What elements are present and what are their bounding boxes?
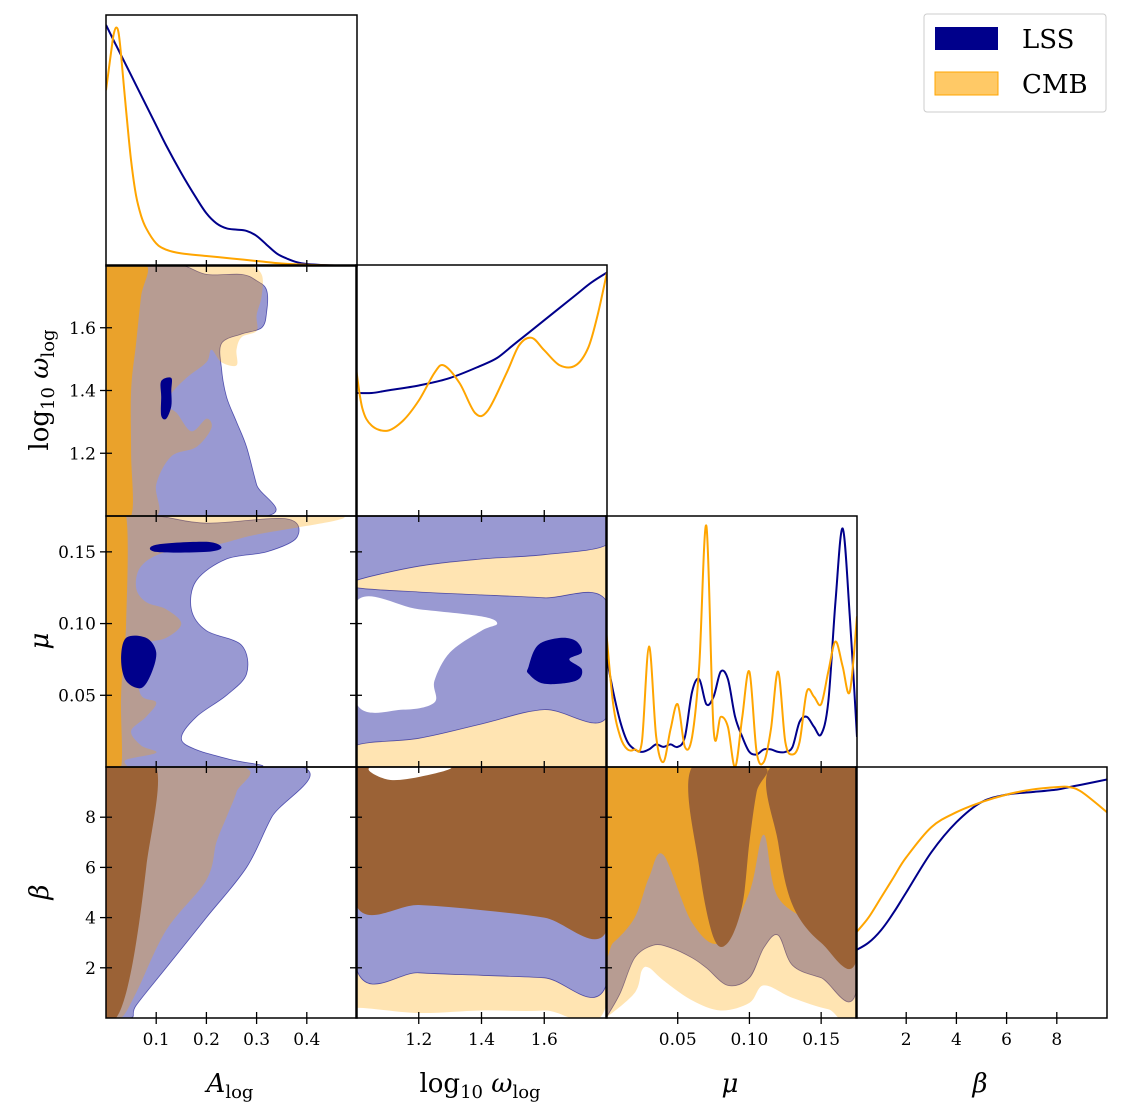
y-tick-label: 1.2: [69, 444, 96, 464]
legend-label-cmb: CMB: [1022, 70, 1088, 100]
x-tick-label: 1.4: [468, 1030, 495, 1050]
x-tick-label: 8: [1051, 1030, 1062, 1050]
contour-panel-0-1: [106, 265, 357, 516]
legend: LSS CMB: [923, 13, 1107, 113]
legend-swatch-cmb: [934, 71, 999, 96]
legend-label-lss: LSS: [1022, 25, 1074, 55]
x-axis-label-beta: β: [971, 1069, 987, 1099]
y-tick-label: 0.15: [58, 543, 96, 563]
density-line-cmb: [856, 785, 1107, 934]
diagonal-panel-0: [106, 24, 357, 266]
legend-swatch-lss: [935, 27, 998, 50]
x-tick-label: 4: [951, 1030, 962, 1050]
diagonal-panel-1: [356, 271, 607, 432]
x-tick-label: 0.4: [293, 1030, 320, 1050]
panel-frame-0-3: [100, 766, 358, 1024]
x-tick-label: 0.2: [193, 1030, 220, 1050]
density-line-lss: [606, 527, 857, 756]
contour-lss-68-3: [121, 635, 157, 689]
contour-panel-0-2: [106, 516, 357, 767]
contour-lss-68-4: [149, 541, 222, 553]
contour-cmb-95-1: [106, 516, 345, 767]
y-tick-label: 2: [85, 959, 96, 979]
y-axis-label-beta: β: [25, 884, 55, 900]
contour-overlap-68-2: [106, 767, 159, 1018]
x-tick-label: 0.1: [143, 1030, 170, 1050]
contour-cmb-95-1: [106, 265, 263, 516]
y-tick-label: 1.6: [69, 319, 96, 339]
contour-overlap-68-4: [765, 767, 857, 970]
density-line-cmb: [606, 524, 857, 767]
contour-cmb-68-2: [106, 516, 128, 767]
y-tick-label: 4: [85, 909, 96, 929]
x-tick-label: 6: [1001, 1030, 1012, 1050]
panel-border: [605, 766, 858, 1019]
diagonal-panel-2: [606, 524, 857, 767]
contour-lss-95-0: [106, 265, 277, 516]
contour-lss-68-3: [160, 377, 173, 420]
x-tick-label: 1.2: [405, 1030, 432, 1050]
panel-frame-0-0: [105, 14, 358, 272]
contour-lss-95-0: [106, 516, 300, 767]
contour-panel-0-3: [106, 767, 357, 1018]
contour-white-hole-3: [368, 767, 452, 781]
x-tick-label: 0.15: [802, 1030, 840, 1050]
panel-border: [855, 766, 1108, 1019]
x-tick-label: 0.10: [730, 1030, 768, 1050]
contour-overlap-68-2: [356, 767, 607, 940]
contour-lss-95-0: [106, 767, 311, 1018]
x-tick-label: 2: [901, 1030, 912, 1050]
contour-overlap-68-3: [688, 767, 768, 947]
y-axis-label-mu: μ: [25, 633, 55, 650]
contour-panel-1-3: [356, 767, 607, 1018]
density-line-lss: [106, 24, 357, 266]
x-tick-label: 0.3: [243, 1030, 270, 1050]
x-tick-label: 1.6: [531, 1030, 558, 1050]
density-line-lss: [356, 271, 607, 395]
density-line-cmb: [106, 26, 357, 266]
panel-border: [105, 766, 358, 1019]
panels: 0.1 0.2 0.3 0.4 1.2 1.4 1.6 0.05 0.10 0.15 2 4 6 8 1.2…: [58, 14, 1108, 1050]
panel-frame-1-3: [350, 766, 608, 1024]
tick-labels: 0.1 0.2 0.3 0.4 1.2 1.4 1.6 0.05 0.10 0.15 2 4 6 8 1.2…: [58, 319, 1062, 1050]
contour-lss-68-3: [526, 637, 583, 685]
y-tick-label: 8: [85, 808, 96, 828]
y-tick-label: 1.4: [69, 382, 96, 402]
diagonal-panel-3: [856, 778, 1107, 952]
panel-border: [105, 14, 358, 267]
y-tick-label: 0.10: [58, 615, 96, 635]
x-tick-label: 0.05: [659, 1030, 697, 1050]
contour-cmb-68-2: [106, 265, 149, 516]
contour-white-hole-2: [356, 596, 498, 713]
y-tick-label: 0.05: [58, 686, 96, 706]
density-line-cmb: [356, 272, 607, 432]
x-axis-label-A-log: Alog: [205, 1069, 254, 1103]
contour-panel-1-2: [356, 516, 607, 767]
panel-frame-3-3: [855, 766, 1108, 1024]
contour-panel-2-3: [606, 767, 857, 1018]
panel-frame-2-3: [600, 766, 858, 1024]
y-tick-label: 6: [85, 858, 96, 878]
x-axis-label-mu: μ: [722, 1069, 739, 1099]
